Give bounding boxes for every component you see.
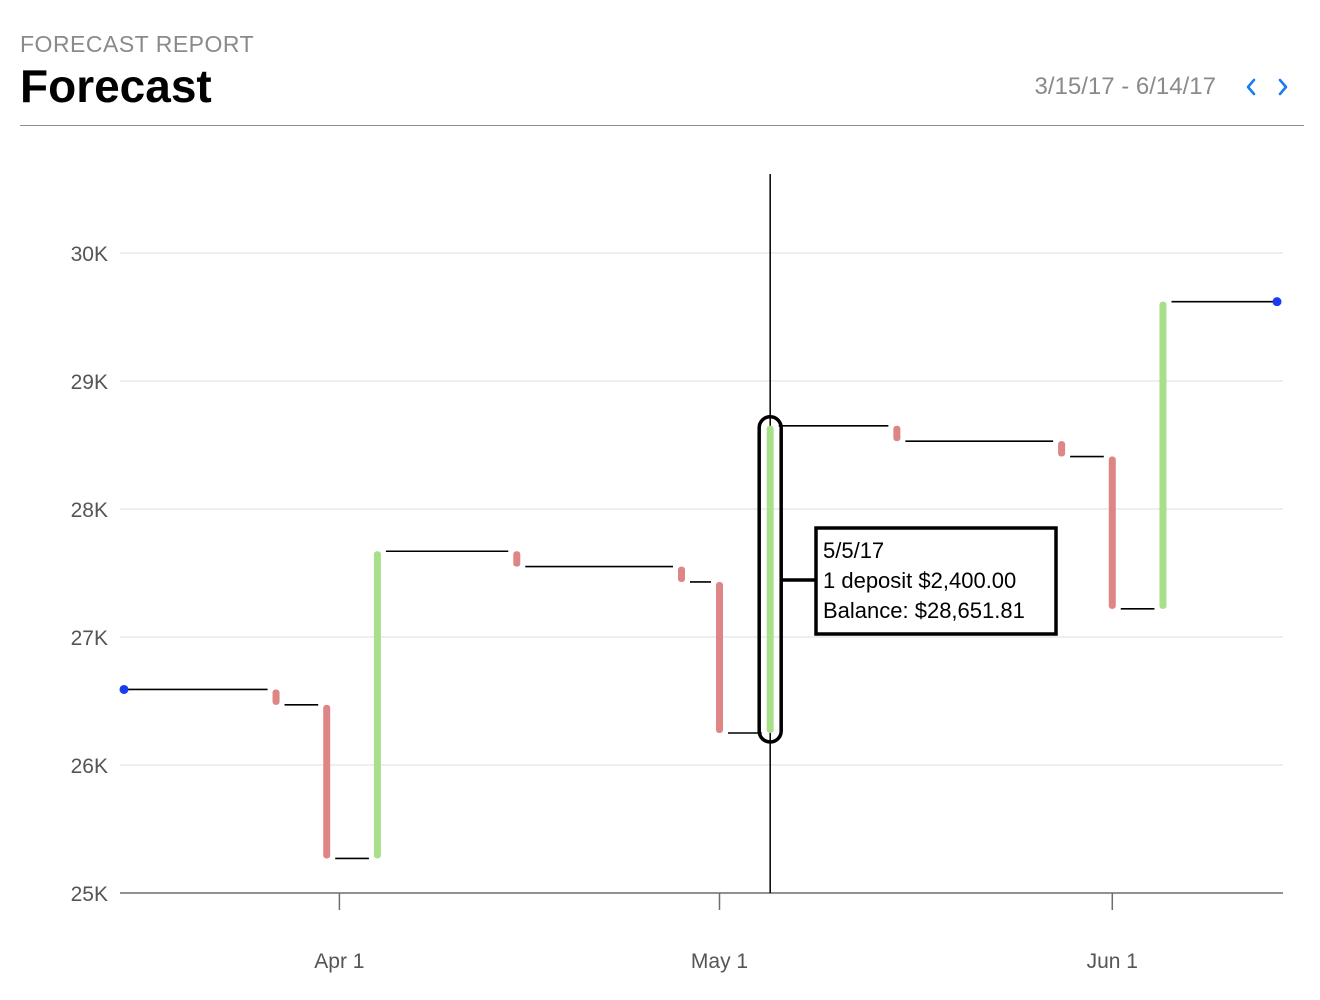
withdrawal-bar[interactable] <box>893 425 901 442</box>
report-eyebrow: FORECAST REPORT <box>20 31 255 57</box>
deposit-bar[interactable] <box>766 425 774 733</box>
withdrawal-bar[interactable] <box>1058 441 1066 457</box>
tooltip-summary: 1 deposit $2,400.00 <box>823 568 1016 593</box>
chevron-right-icon <box>1278 78 1288 96</box>
chevron-left-icon <box>1246 78 1256 96</box>
page-title: Forecast <box>20 60 212 112</box>
tooltip-balance: Balance: $28,651.81 <box>823 598 1025 623</box>
date-range-navigator: 3/15/17 - 6/14/17 <box>1035 72 1296 102</box>
y-tick-label: 26K <box>71 755 108 778</box>
y-tick-label: 29K <box>71 371 108 394</box>
deposit-bar[interactable] <box>373 551 381 859</box>
withdrawal-bar[interactable] <box>323 704 331 859</box>
x-tick-label: Jun 1 <box>1087 950 1138 973</box>
withdrawal-bar[interactable] <box>272 689 280 705</box>
deposit-bar[interactable] <box>1159 301 1167 609</box>
tooltip-box <box>814 526 1058 636</box>
tooltip-date: 5/5/17 <box>823 538 884 563</box>
x-tick-label: May 1 <box>691 950 748 973</box>
date-range-label: 3/15/17 - 6/14/17 <box>1034 73 1216 100</box>
y-tick-label: 27K <box>71 627 108 650</box>
withdrawal-bar[interactable] <box>716 581 724 733</box>
y-tick-label: 25K <box>71 883 108 906</box>
report-header: FORECAST REPORT Forecast 3/15/17 - 6/14/… <box>20 0 1304 126</box>
y-tick-label: 30K <box>71 243 108 266</box>
start-balance-dot <box>119 684 129 694</box>
withdrawal-bar[interactable] <box>677 566 685 582</box>
withdrawal-bar[interactable] <box>1108 456 1116 609</box>
withdrawal-bar[interactable] <box>513 551 521 567</box>
next-period-button[interactable] <box>1270 72 1296 102</box>
end-balance-dot <box>1272 297 1282 307</box>
previous-period-button[interactable] <box>1238 72 1264 102</box>
x-tick-label: Apr 1 <box>314 950 364 973</box>
y-tick-label: 28K <box>71 499 108 522</box>
